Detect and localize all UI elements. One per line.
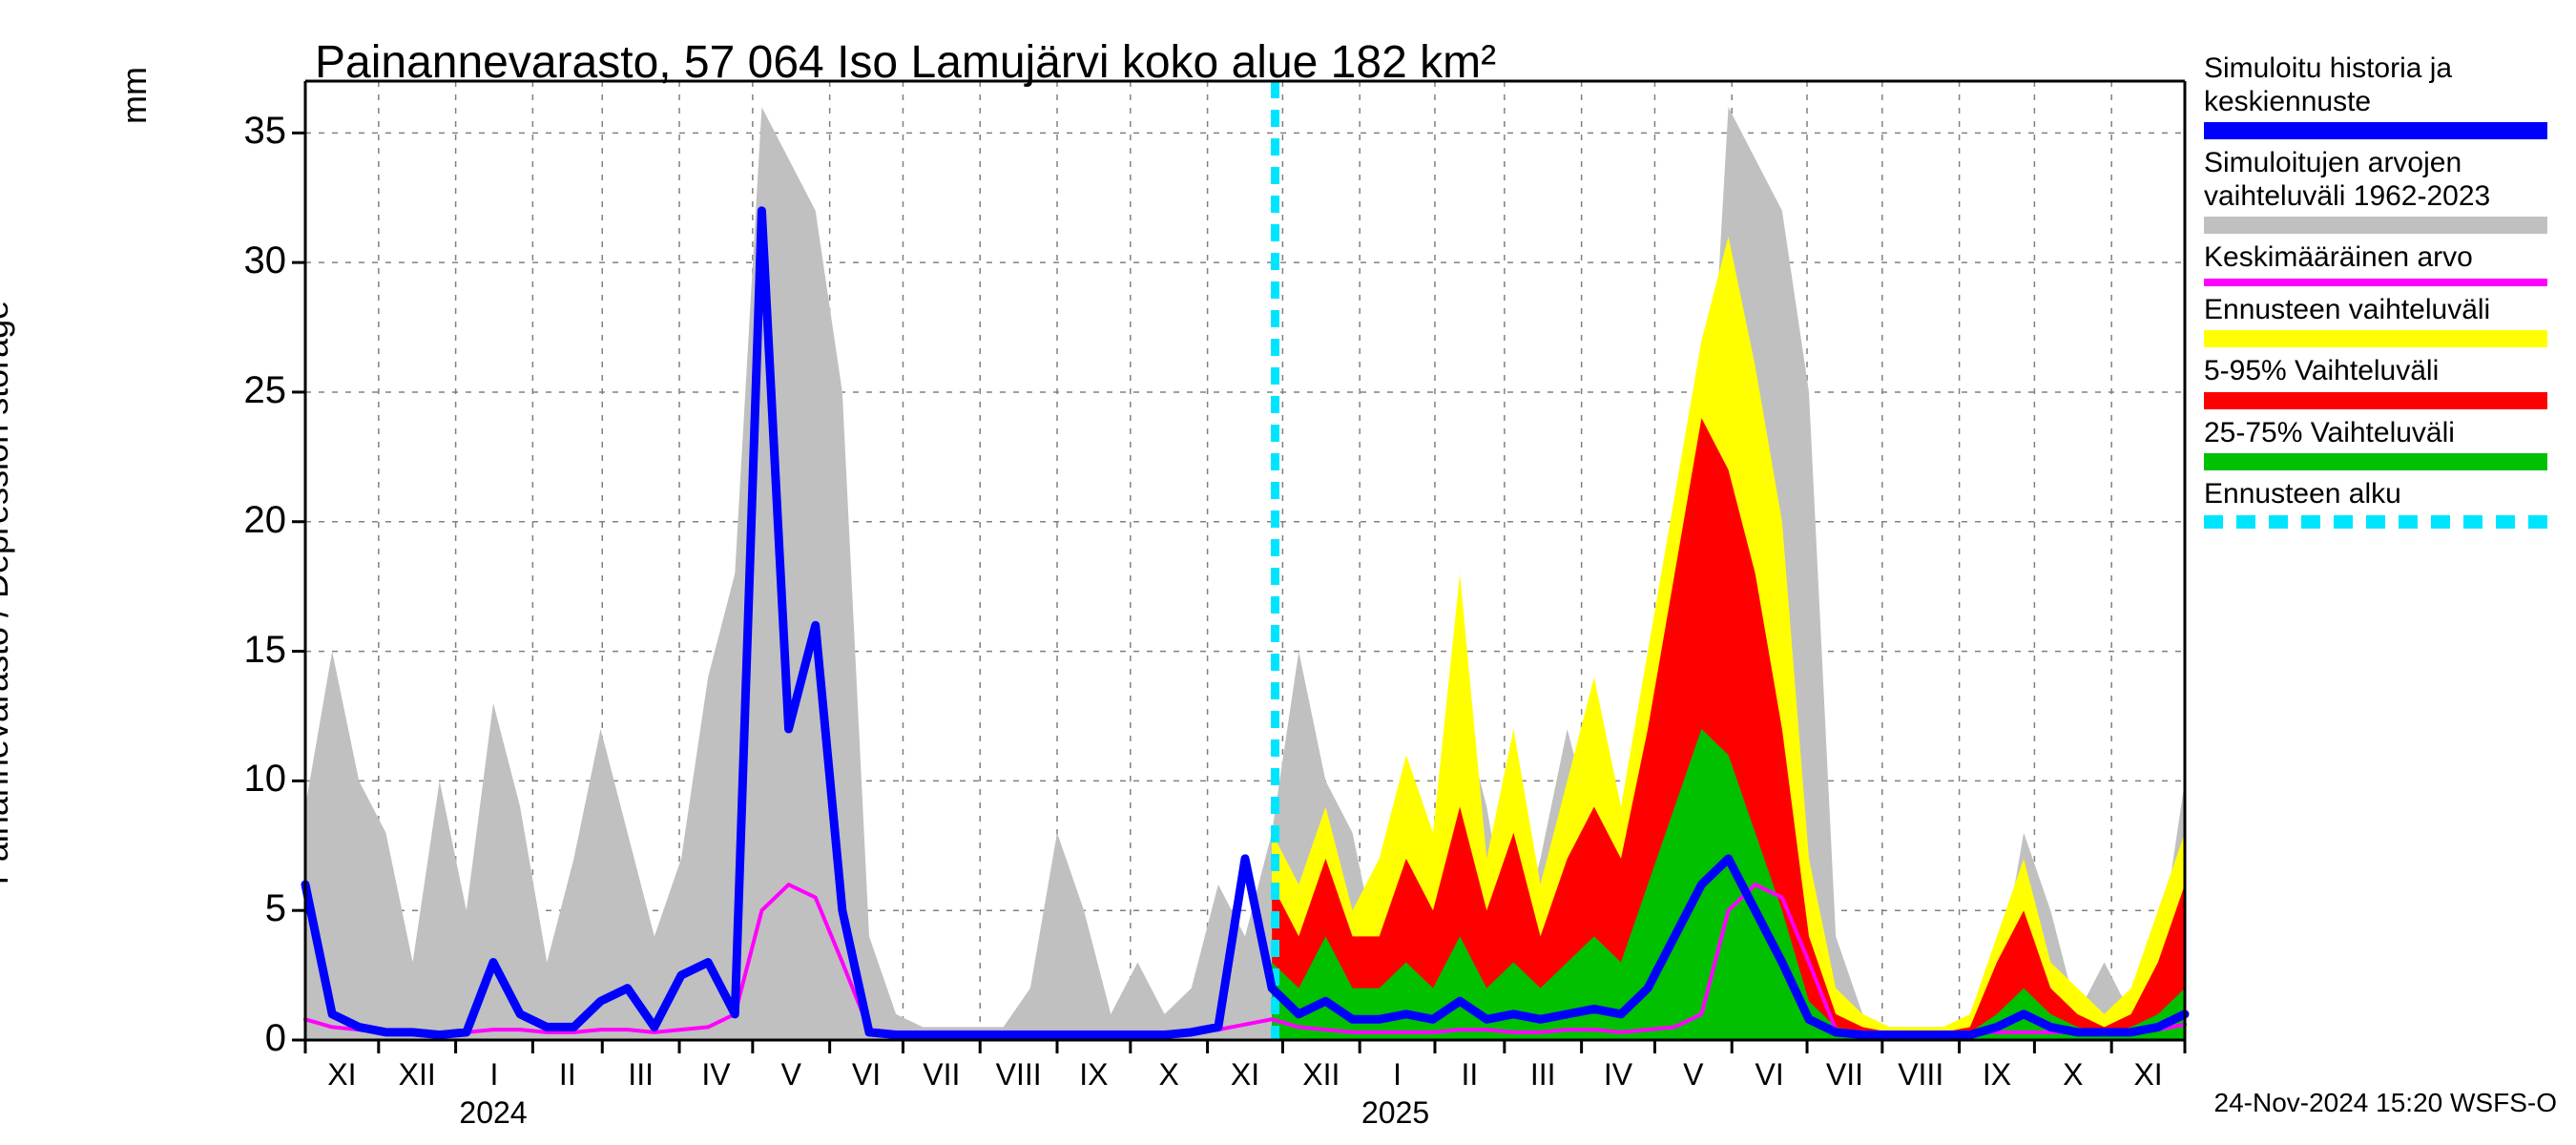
legend-swatch — [2204, 217, 2547, 234]
x-tick-month: VIII — [1898, 1057, 1943, 1093]
x-tick-month: XII — [399, 1057, 436, 1093]
x-tick-month: X — [2063, 1057, 2083, 1093]
y-tick: 25 — [210, 369, 286, 412]
x-tick-month: IX — [1983, 1057, 2011, 1093]
x-tick-month: VII — [923, 1057, 960, 1093]
x-tick-month: I — [490, 1057, 499, 1093]
x-tick-month: II — [559, 1057, 576, 1093]
y-tick: 0 — [210, 1017, 286, 1060]
x-tick-month: VI — [1755, 1057, 1784, 1093]
x-tick-month: VII — [1826, 1057, 1863, 1093]
legend-label: 25-75% Vaihteluväli — [2204, 417, 2547, 450]
legend-label: Keskimääräinen arvo — [2204, 241, 2547, 275]
x-tick-month: IV — [701, 1057, 730, 1093]
y-tick: 30 — [210, 239, 286, 282]
x-tick-month: V — [781, 1057, 801, 1093]
x-tick-month: I — [1393, 1057, 1402, 1093]
year-label: 2025 — [1361, 1095, 1429, 1131]
legend: Simuloitu historia jakeskiennusteSimuloi… — [2204, 52, 2547, 536]
y-axis-label: Painannevarasto / Depression storage — [0, 301, 16, 885]
legend-swatch — [2204, 392, 2547, 409]
x-tick-month: IV — [1604, 1057, 1632, 1093]
legend-label: Ennusteen vaihteluväli — [2204, 294, 2547, 327]
x-tick-month: XI — [2133, 1057, 2162, 1093]
x-tick-month: III — [1530, 1057, 1556, 1093]
x-tick-month: VI — [852, 1057, 881, 1093]
legend-item: Ennusteen vaihteluväli — [2204, 294, 2547, 348]
x-tick-month: II — [1462, 1057, 1479, 1093]
legend-label: Ennusteen alku — [2204, 478, 2547, 511]
x-tick-month: XII — [1302, 1057, 1340, 1093]
legend-item: Keskimääräinen arvo — [2204, 241, 2547, 286]
x-tick-month: III — [628, 1057, 654, 1093]
x-tick-month: V — [1683, 1057, 1703, 1093]
legend-item: Ennusteen alku — [2204, 478, 2547, 529]
chart-title: Painannevarasto, 57 064 Iso Lamujärvi ko… — [315, 36, 1496, 89]
x-tick-month: XI — [327, 1057, 356, 1093]
legend-item: Simuloitu historia jakeskiennuste — [2204, 52, 2547, 139]
legend-label: vaihteluväli 1962-2023 — [2204, 180, 2547, 214]
legend-label: keskiennuste — [2204, 86, 2547, 119]
legend-item: 25-75% Vaihteluväli — [2204, 417, 2547, 471]
y-tick: 20 — [210, 499, 286, 542]
legend-swatch — [2204, 330, 2547, 347]
plot-area — [0, 0, 2576, 1145]
legend-swatch — [2204, 515, 2547, 529]
legend-item: Simuloitujen arvojenvaihteluväli 1962-20… — [2204, 147, 2547, 234]
y-tick: 15 — [210, 629, 286, 672]
legend-label: 5-95% Vaihteluväli — [2204, 355, 2547, 388]
x-tick-month: XI — [1231, 1057, 1259, 1093]
x-tick-month: VIII — [996, 1057, 1042, 1093]
legend-swatch — [2204, 122, 2547, 139]
legend-item: 5-95% Vaihteluväli — [2204, 355, 2547, 409]
legend-swatch — [2204, 279, 2547, 286]
year-label: 2024 — [459, 1095, 527, 1131]
legend-swatch — [2204, 453, 2547, 470]
y-tick: 10 — [210, 758, 286, 801]
footer-timestamp: 24-Nov-2024 15:20 WSFS-O — [2214, 1088, 2558, 1118]
x-tick-month: X — [1159, 1057, 1179, 1093]
x-tick-month: IX — [1079, 1057, 1108, 1093]
y-axis-unit: mm — [114, 67, 155, 124]
legend-label: Simuloitu historia ja — [2204, 52, 2547, 86]
y-tick: 5 — [210, 887, 286, 930]
y-tick: 35 — [210, 110, 286, 153]
legend-label: Simuloitujen arvojen — [2204, 147, 2547, 180]
chart-root: Painannevarasto, 57 064 Iso Lamujärvi ko… — [0, 0, 2576, 1145]
